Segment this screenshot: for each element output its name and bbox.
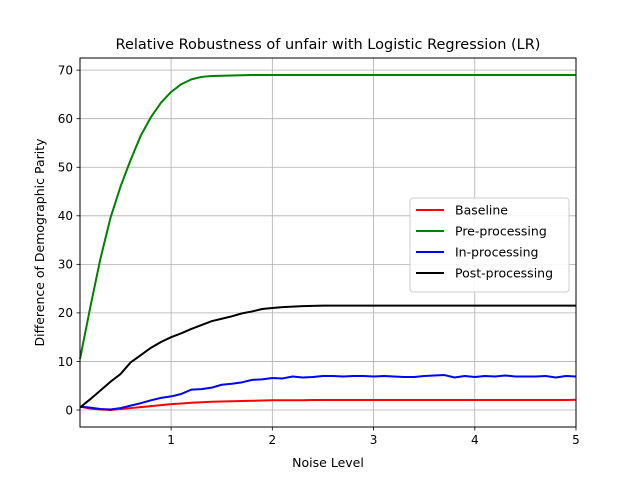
legend-box: [409, 197, 570, 293]
y-tick-label: 50: [58, 161, 73, 175]
legend: Baseline Pre-processing In-processing Post-…: [409, 197, 570, 293]
y-tick-label: 70: [58, 63, 73, 77]
legend-label-in-processing: In-processing: [455, 244, 538, 259]
x-tick-label: 3: [370, 433, 378, 447]
series-line-post-processing: [79, 304, 576, 409]
y-axis-label: Difference of Demographic Parity: [32, 138, 47, 347]
y-tick-label: 30: [58, 258, 73, 272]
x-tick-label: 5: [572, 433, 580, 447]
chart-title: Relative Robustness of unfair with Logis…: [116, 37, 541, 53]
x-tick-label: 4: [471, 433, 479, 447]
series-line-baseline: [79, 398, 577, 412]
y-tick-label: 40: [58, 209, 73, 223]
series-line-in-processing: [79, 374, 577, 411]
x-tick-label: 2: [269, 433, 277, 447]
y-tick-label: 0: [65, 403, 73, 417]
y-tick-label: 20: [58, 306, 73, 320]
series-lines: [79, 73, 577, 412]
plot-frame: [79, 57, 577, 428]
x-axis-label: Noise Level: [292, 455, 364, 470]
y-tick-label: 60: [58, 112, 73, 126]
legend-label-pre-processing: Pre-processing: [455, 223, 547, 238]
legend-label-post-processing: Post-processing: [455, 265, 553, 280]
legend-label-baseline: Baseline: [455, 202, 508, 217]
x-tick-label: 1: [167, 433, 175, 447]
series-line-pre-processing: [79, 73, 576, 360]
y-tick-label: 10: [58, 355, 73, 369]
